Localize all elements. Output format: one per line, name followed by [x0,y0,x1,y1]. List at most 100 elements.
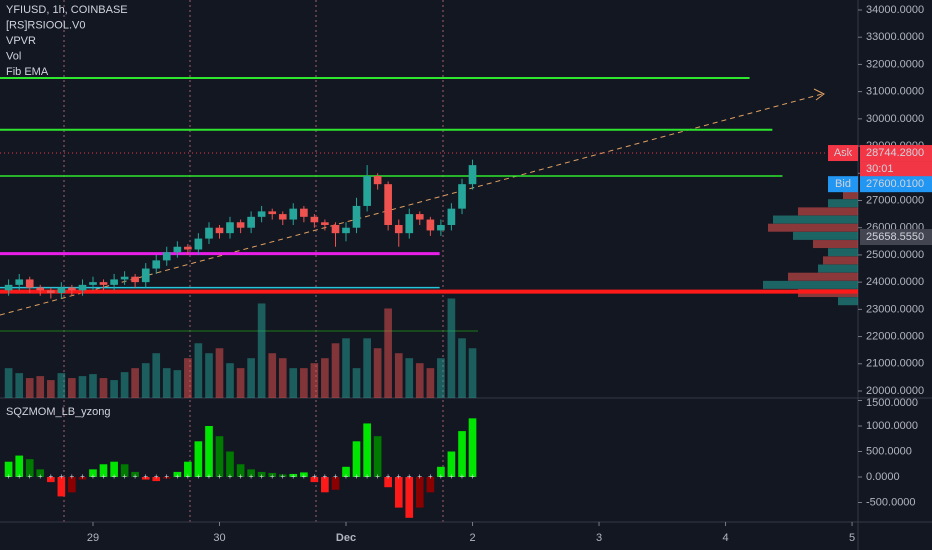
y-tick-label: 1000.0000 [866,420,918,432]
candle-body [173,246,182,253]
candle-body [68,287,76,291]
price-tag: 28744.2800 [866,147,924,159]
momentum-bar [47,477,55,483]
candle-body [247,216,255,228]
x-tick-label: 3 [596,532,602,544]
volume-bar [162,368,171,398]
candle-body [99,282,108,285]
squeeze-dot: + [6,472,11,481]
volume-profile-bar [818,264,858,273]
candle-body [384,184,392,225]
momentum-bar [352,441,361,478]
candle-body [184,246,192,250]
momentum-bar [57,477,66,497]
volume-bar [447,298,456,398]
squeeze-dot: + [70,472,75,481]
volume-bar [78,376,87,398]
momentum-bar [247,469,255,478]
volume-profile-bar [823,256,858,265]
volume-bar [247,358,255,398]
momentum-bar [310,477,319,483]
volume-profile-bar [828,199,858,208]
price-tag-name: Bid [835,178,851,190]
volume-bar [57,373,66,398]
x-tick-label: 30 [213,532,225,544]
squeeze-dot: + [259,472,264,481]
candle-body [4,284,13,291]
squeeze-dot: + [207,472,212,481]
candle-body [331,224,340,234]
momentum-bar [300,472,308,478]
squeeze-dot: + [27,472,32,481]
volume-bar [384,308,392,398]
squeeze-dot: + [386,472,391,481]
candle-body [300,208,308,217]
squeeze-dot: + [17,472,22,481]
candle-body [310,216,319,223]
momentum-bar [447,451,456,478]
squeeze-dot: + [59,472,64,481]
momentum-bar [468,418,477,478]
trend-arrow [813,88,825,101]
volume-bar [331,343,340,398]
volume-bar [289,368,298,398]
squeeze-dot: + [101,472,106,481]
squeeze-dot: + [375,472,380,481]
momentum-bar [173,471,182,478]
candle-body [15,279,24,285]
y-tick-label: 20000.0000 [866,385,924,397]
price-tag: 25658.5550 [866,231,924,243]
momentum-bar [89,469,97,478]
momentum-bar [194,441,203,478]
momentum-bar [394,477,403,508]
volume-profile-bar [828,248,858,257]
squeeze-dot: + [302,472,307,481]
volume-profile-bar [773,215,858,224]
squeeze-dot: + [365,472,370,481]
candle-body [289,208,298,220]
price-tag-name-bg [828,145,858,162]
countdown: 30:01 [866,163,894,175]
volume-profile-bar [843,191,858,200]
squeeze-dot: + [186,472,191,481]
volume-bar [120,372,129,398]
y-tick-label: 30000.0000 [866,113,924,125]
squeeze-dot: + [38,472,43,481]
volume-bar [47,380,55,398]
volume-bar [394,353,403,398]
volume-bar [68,378,76,398]
legend-item: Fib EMA [6,66,49,78]
squeeze-dot: + [280,472,285,481]
squeeze-dot: + [323,472,328,481]
volume-bar [268,353,277,398]
volume-bar [194,343,203,398]
y-tick-label: 21000.0000 [866,358,924,370]
volume-bar [342,338,350,398]
volume-bar [226,363,234,398]
countdown-bg [860,161,932,178]
momentum-bar [437,466,445,478]
candle-body [89,282,97,285]
momentum-bar [331,477,340,490]
candle-body [426,219,435,231]
volume-bar [373,348,382,398]
momentum-bar [78,477,87,480]
x-tick-label: 5 [849,532,855,544]
candle-body [162,252,171,261]
momentum-bar [4,461,13,478]
price-tag-bg [860,176,932,193]
momentum-bar [268,472,277,478]
momentum-bar [236,464,245,478]
momentum-bar [321,477,329,493]
squeeze-dot: + [133,472,138,481]
volume-bar [184,358,192,398]
volume-bar [15,373,24,398]
volume-profile-bar [793,231,858,240]
y-tick-label: 22000.0000 [866,330,924,342]
candle-body [25,279,34,288]
momentum-bar [99,464,108,478]
squeeze-dot: + [122,472,127,481]
volume-bar [236,368,245,398]
volume-bar [205,353,213,398]
volume-bar [363,338,371,398]
